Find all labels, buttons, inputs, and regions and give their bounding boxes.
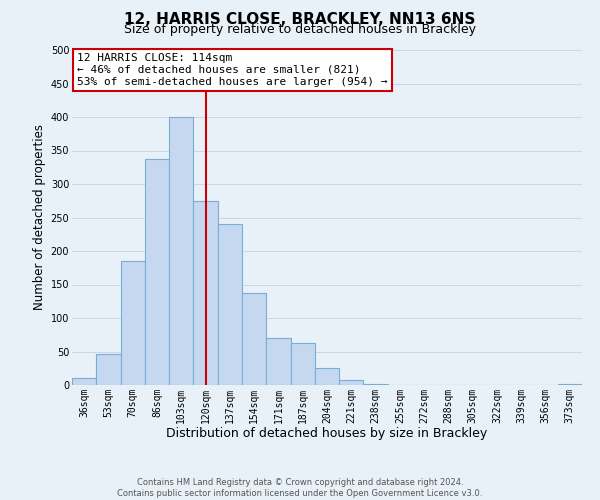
Bar	[121, 261, 145, 385]
Bar	[242, 293, 266, 385]
Bar	[72, 378, 96, 385]
Text: 12, HARRIS CLOSE, BRACKLEY, NN13 6NS: 12, HARRIS CLOSE, BRACKLEY, NN13 6NS	[124, 12, 476, 28]
Bar	[145, 158, 169, 385]
Bar	[558, 384, 582, 385]
Bar	[169, 117, 193, 385]
Bar	[339, 380, 364, 385]
Text: Contains HM Land Registry data © Crown copyright and database right 2024.
Contai: Contains HM Land Registry data © Crown c…	[118, 478, 482, 498]
Y-axis label: Number of detached properties: Number of detached properties	[34, 124, 46, 310]
Bar	[290, 344, 315, 385]
Bar	[218, 224, 242, 385]
Bar	[315, 368, 339, 385]
Text: Size of property relative to detached houses in Brackley: Size of property relative to detached ho…	[124, 22, 476, 36]
Bar	[364, 384, 388, 385]
Bar	[193, 200, 218, 385]
Text: 12 HARRIS CLOSE: 114sqm
← 46% of detached houses are smaller (821)
53% of semi-d: 12 HARRIS CLOSE: 114sqm ← 46% of detache…	[77, 54, 388, 86]
X-axis label: Distribution of detached houses by size in Brackley: Distribution of detached houses by size …	[166, 427, 488, 440]
Bar	[266, 338, 290, 385]
Bar	[96, 354, 121, 385]
